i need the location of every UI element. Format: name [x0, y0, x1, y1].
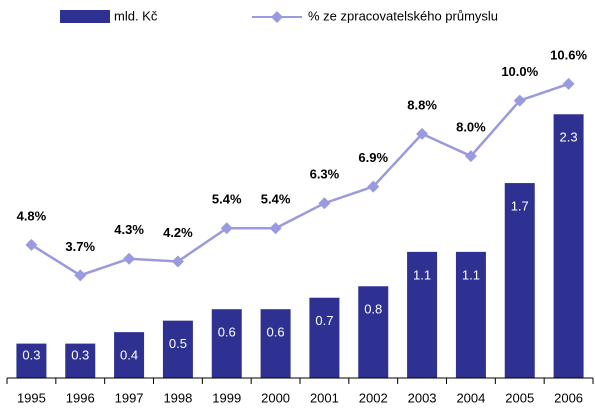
line-marker: [318, 197, 331, 210]
x-tick-label: 1996: [66, 390, 95, 405]
x-tick-label: 2001: [310, 390, 339, 405]
x-tick-label: 1999: [212, 390, 241, 405]
bar-value-label: 0.7: [315, 313, 333, 328]
legend-label: mld. Kč: [114, 8, 158, 23]
bar: [553, 114, 584, 379]
bar-value-label: 0.6: [267, 325, 285, 340]
x-tick-label: 2002: [359, 390, 388, 405]
x-tick-label: 2005: [505, 390, 534, 405]
bar: [65, 343, 96, 378]
x-tick-label: 1997: [115, 390, 144, 405]
line-value-label: 8.0%: [456, 120, 486, 135]
line-value-label: 3.7%: [65, 239, 95, 254]
line-value-label: 10.6%: [550, 47, 587, 62]
line-value-label: 4.8%: [17, 208, 47, 223]
x-tick-label: 1998: [163, 390, 192, 405]
line-value-label: 8.8%: [407, 97, 437, 112]
bar: [260, 309, 291, 378]
line-value-label: 6.3%: [310, 167, 340, 182]
bar: [455, 251, 486, 378]
line-marker: [367, 180, 380, 193]
bar: [504, 183, 535, 378]
bar-value-label: 2.3: [560, 130, 578, 145]
bar: [211, 309, 242, 378]
bar-value-label: 1.1: [413, 267, 431, 282]
bar-value-label: 0.4: [120, 347, 138, 362]
line-marker: [25, 238, 38, 251]
line-marker: [513, 94, 526, 107]
bar-value-label: 0.8: [364, 302, 382, 317]
x-tick-label: 2004: [456, 390, 485, 405]
line-marker: [171, 255, 184, 268]
line-marker: [416, 127, 429, 140]
line: [30, 82, 569, 277]
bar-value-label: 1.7: [511, 199, 529, 214]
bar-value-label: 1.1: [462, 267, 480, 282]
bar-value-label: 0.3: [22, 347, 40, 362]
bar: [162, 320, 193, 378]
line-value-label: 5.4%: [212, 192, 242, 207]
line-marker: [269, 222, 282, 235]
line-value-label: 6.9%: [358, 150, 388, 165]
line-marker: [562, 77, 575, 90]
legend-label: % ze zpracovatelského průmyslu: [308, 8, 498, 23]
x-tick-label: 1995: [17, 390, 46, 405]
x-tick-label: 2003: [408, 390, 437, 405]
line-value-label: 4.3%: [114, 222, 144, 237]
x-tick-label: 2000: [261, 390, 290, 405]
bar: [16, 343, 47, 378]
line-marker: [123, 252, 136, 265]
x-tick-label: 2006: [554, 390, 583, 405]
line-value-label: 10.0%: [501, 64, 538, 79]
legend-marker: [271, 11, 283, 23]
line-value-label: 5.4%: [261, 192, 291, 207]
bar-value-label: 0.5: [169, 336, 187, 351]
bar: [309, 297, 340, 378]
bar-value-label: 0.3: [71, 347, 89, 362]
line-marker: [464, 150, 477, 163]
line-value-label: 4.2%: [163, 225, 193, 240]
bar: [407, 251, 438, 378]
bar-value-label: 0.6: [218, 325, 236, 340]
bar: [358, 286, 389, 378]
bar: [114, 332, 145, 378]
line-marker: [220, 222, 233, 235]
line-marker: [74, 269, 87, 282]
legend-swatch-bar: [60, 10, 110, 23]
